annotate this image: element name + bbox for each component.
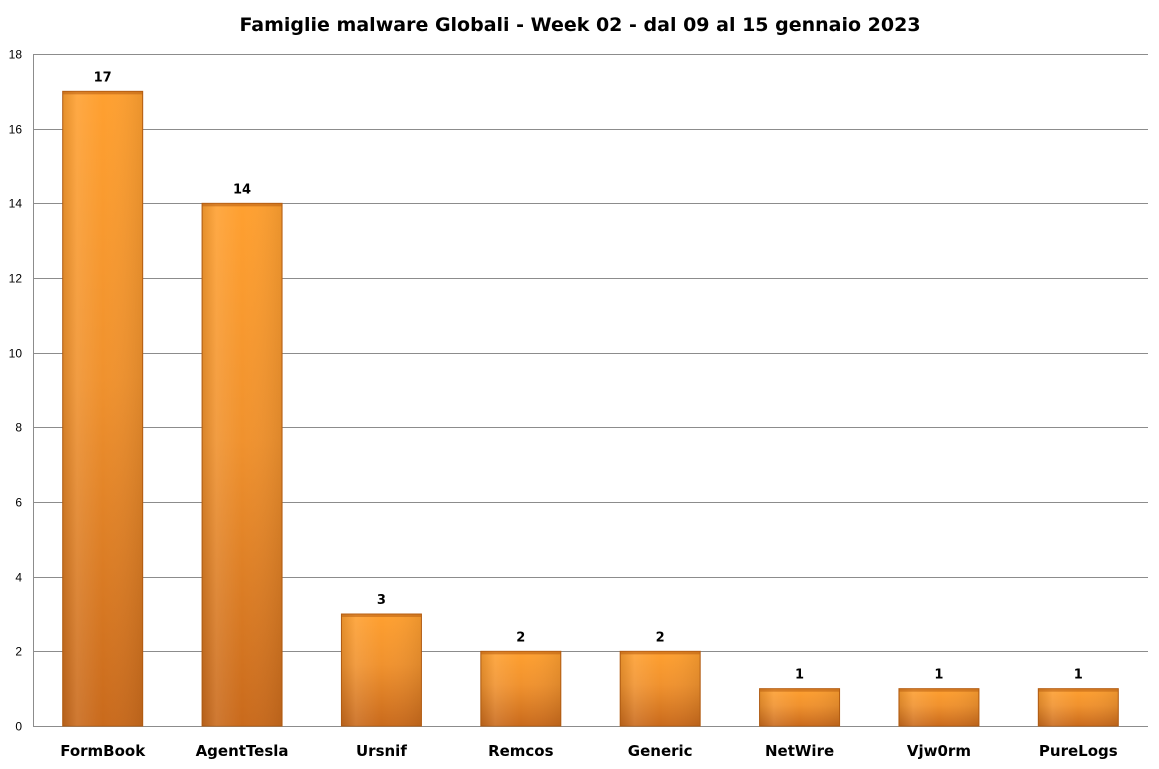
chart-title: Famiglie malware Globali - Week 02 - dal… [239, 14, 920, 36]
x-axis-ticks: FormBook AgentTesla Ursnif Remcos Generic Net… [60, 742, 1118, 760]
x-tick-label: Ursnif [356, 742, 407, 760]
data-label: 2 [516, 630, 525, 645]
bar-generic [619, 650, 701, 727]
bar-ursnif [340, 613, 422, 727]
y-tick-label: 8 [15, 421, 22, 435]
bar-top-edge [480, 651, 561, 655]
bar-top-edge [202, 203, 283, 207]
bar-top-edge [759, 688, 840, 692]
y-tick-label: 2 [15, 645, 22, 659]
x-tick-label: Vjw0rm [907, 742, 971, 760]
bar-sheen [759, 688, 840, 726]
gridlines [33, 54, 1148, 727]
y-tick-label: 14 [9, 197, 23, 211]
bar-top-edge [620, 651, 701, 655]
x-tick-label: PureLogs [1039, 742, 1118, 760]
data-label: 2 [656, 630, 665, 645]
bar-sheen [341, 614, 422, 726]
bar-purelogs [1037, 688, 1119, 727]
bar-sheen [620, 651, 701, 726]
y-axis-ticks: 0 2 4 6 8 10 12 14 16 18 [9, 48, 23, 734]
bar-top-edge [62, 91, 143, 95]
data-label: 3 [377, 593, 386, 608]
bar-sheen [898, 688, 979, 726]
y-tick-label: 6 [15, 496, 22, 510]
data-label: 17 [94, 70, 112, 85]
data-label: 1 [795, 668, 804, 683]
bar-sheen [480, 651, 561, 726]
bar-remcos [480, 650, 562, 727]
bar-top-edge [1038, 688, 1119, 692]
bar-sheen [62, 91, 143, 727]
x-tick-label: Generic [628, 742, 693, 760]
bar-top-edge [341, 614, 422, 617]
data-labels: 17 14 3 2 2 1 1 1 [94, 70, 1083, 682]
bar-netwire [759, 688, 841, 727]
x-tick-label: FormBook [60, 742, 146, 760]
data-label: 1 [934, 668, 943, 683]
y-tick-label: 12 [9, 272, 23, 286]
x-tick-label: Remcos [488, 742, 554, 760]
y-tick-label: 16 [9, 123, 23, 137]
data-label: 14 [233, 182, 251, 197]
bar-sheen [202, 203, 283, 727]
bar-agenttesla [201, 202, 283, 727]
data-label: 1 [1074, 668, 1083, 683]
bar-formbook [62, 90, 144, 727]
y-tick-label: 18 [9, 48, 23, 62]
bars [62, 90, 1119, 727]
y-tick-label: 10 [9, 347, 23, 361]
bar-top-edge [898, 688, 979, 692]
x-tick-label: NetWire [765, 742, 834, 760]
x-tick-label: AgentTesla [196, 742, 289, 760]
bar-sheen [1038, 688, 1119, 726]
bar-vjw0rm [898, 688, 980, 727]
y-tick-label: 4 [15, 571, 22, 585]
y-tick-label: 0 [15, 720, 22, 734]
